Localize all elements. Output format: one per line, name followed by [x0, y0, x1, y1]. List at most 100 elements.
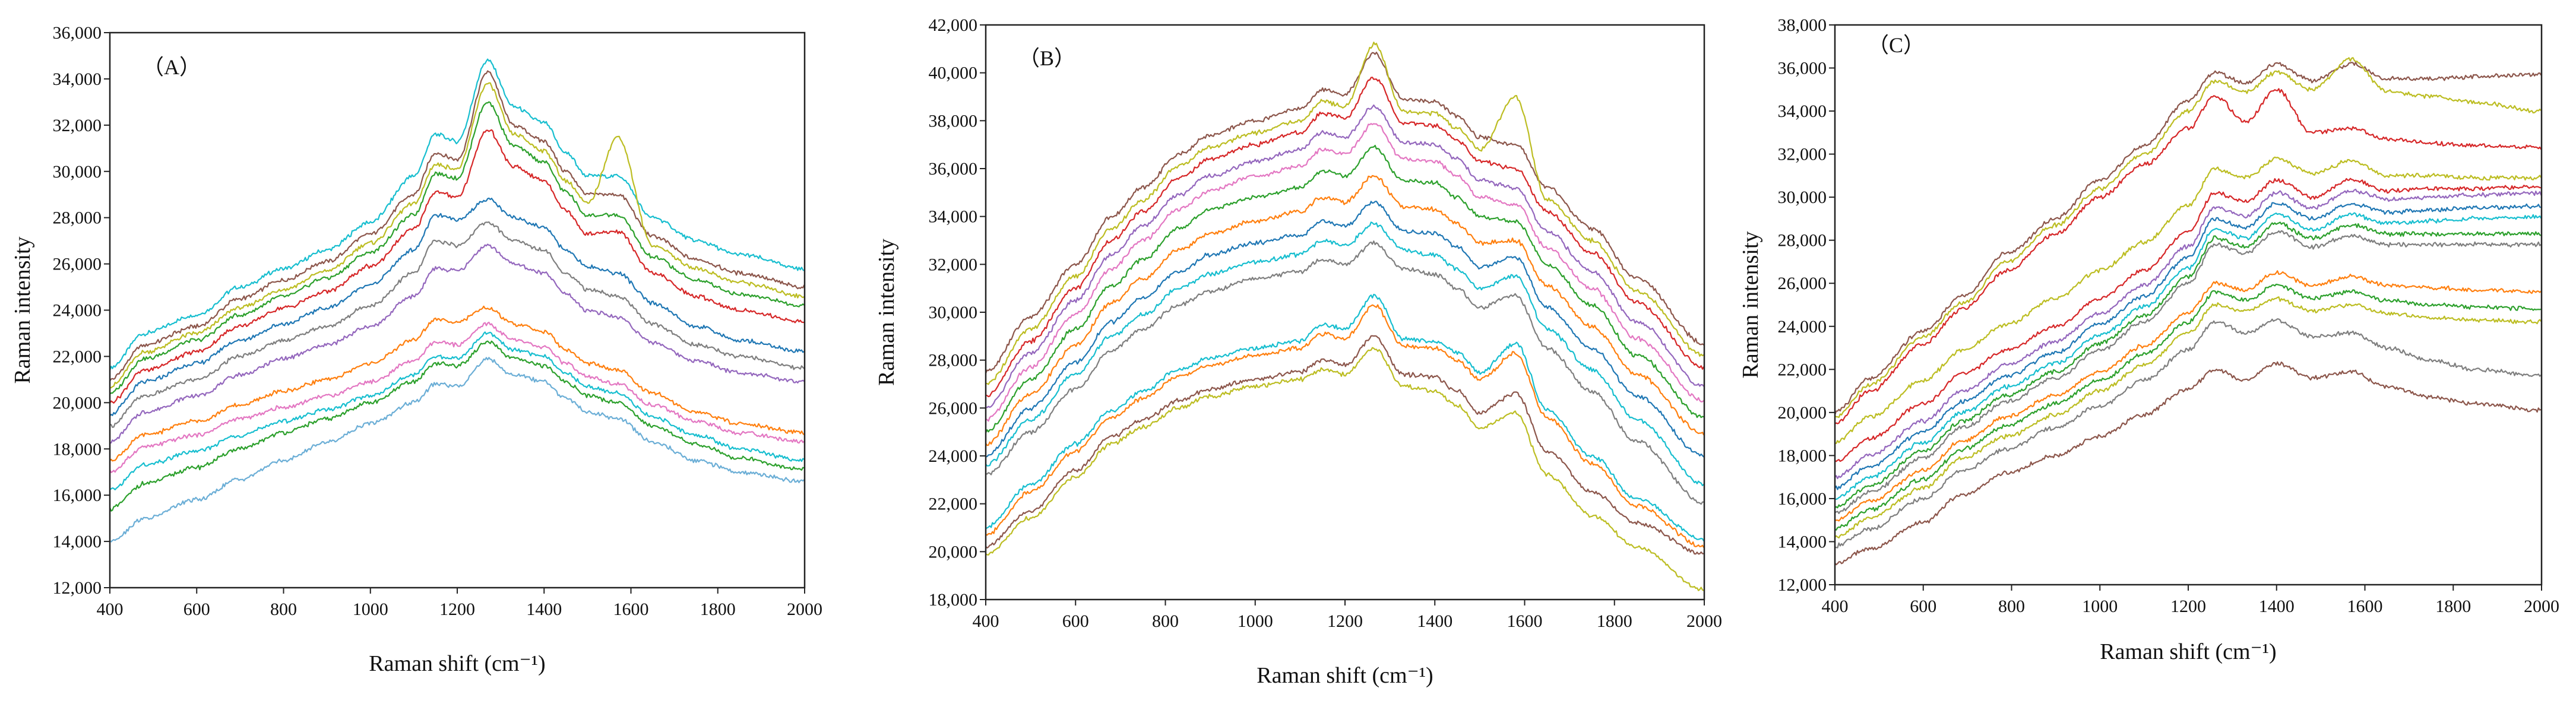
y-tick-label: 14,000 — [1778, 532, 1827, 551]
y-tick-label: 20,000 — [929, 542, 978, 562]
y-tick-label: 16,000 — [1778, 489, 1827, 509]
series-line-6 — [986, 145, 1704, 433]
y-tick-label: 14,000 — [53, 532, 102, 551]
series-line-1 — [110, 58, 805, 371]
series-line-11 — [110, 331, 805, 490]
series-line-12 — [110, 340, 805, 512]
x-tick-label: 1800 — [2435, 597, 2471, 616]
x-tick-label: 1400 — [2259, 597, 2295, 616]
series-line-10 — [1835, 230, 2542, 514]
series-line-12 — [1835, 283, 2542, 531]
x-tick-label: 1400 — [1417, 611, 1452, 631]
x-tick-label: 400 — [97, 600, 124, 619]
x-tick-label: 800 — [1998, 597, 2025, 616]
series-line-7 — [1835, 202, 2542, 490]
x-axis-title: Raman shift (cm⁻¹) — [1257, 663, 1433, 688]
x-tick-label: 1800 — [1597, 611, 1632, 631]
x-tick-label: 1800 — [700, 600, 736, 619]
series-line-10 — [110, 321, 805, 473]
series-group — [986, 42, 1704, 591]
x-tick-label: 2000 — [2524, 597, 2559, 616]
series-line-9 — [110, 305, 805, 462]
series-line-8 — [110, 243, 805, 444]
series-line-10 — [986, 240, 1704, 505]
x-axis-title: Raman shift (cm⁻¹) — [369, 651, 545, 676]
y-tick-label: 24,000 — [1778, 317, 1827, 337]
y-tick-label: 18,000 — [53, 439, 102, 459]
y-tick-label: 42,000 — [929, 15, 978, 35]
y-tick-label: 32,000 — [929, 255, 978, 274]
y-tick-label: 26,000 — [929, 398, 978, 418]
series-group — [110, 58, 805, 543]
series-line-9 — [986, 221, 1704, 486]
x-tick-label: 600 — [183, 600, 210, 619]
y-tick-label: 20,000 — [1778, 403, 1827, 423]
series-line-2 — [110, 70, 805, 382]
x-tick-label: 400 — [973, 611, 999, 631]
y-tick-label: 28,000 — [1778, 231, 1827, 251]
x-tick-label: 600 — [1910, 597, 1936, 616]
series-line-9 — [1835, 221, 2542, 509]
y-axis-title: Raman intensity — [874, 239, 899, 386]
series-line-5 — [986, 123, 1704, 422]
plot-frame — [985, 24, 1705, 601]
y-tick-label: 26,000 — [53, 255, 102, 274]
y-tick-label: 22,000 — [929, 494, 978, 514]
y-tick-label: 34,000 — [53, 69, 102, 89]
y-tick-label: 36,000 — [929, 159, 978, 179]
x-tick-label: 1400 — [526, 600, 562, 619]
y-tick-label: 32,000 — [1778, 145, 1827, 164]
x-tick-label: 1000 — [1238, 611, 1273, 631]
y-axis-title: Raman intensity — [1738, 231, 1763, 378]
y-axis-title: Raman intensity — [10, 236, 35, 383]
x-tick-label: 1200 — [439, 600, 475, 619]
series-line-14 — [986, 347, 1704, 591]
y-tick-label: 36,000 — [53, 23, 102, 43]
x-tick-label: 1200 — [2170, 597, 2206, 616]
y-tick-label: 24,000 — [929, 446, 978, 466]
y-tick-label: 38,000 — [1778, 15, 1827, 35]
y-tick-label: 38,000 — [929, 111, 978, 131]
y-tick-label: 20,000 — [53, 393, 102, 413]
series-line-2 — [1835, 57, 2542, 419]
series-line-12 — [986, 304, 1704, 548]
series-line-5 — [110, 129, 805, 404]
chart-panel-2: 400 600 800 1000 1200 1400 1600 1800 2000 18,000 2… — [874, 15, 1722, 688]
series-line-7 — [110, 221, 805, 428]
series-line-3 — [1835, 88, 2542, 424]
series-line-13 — [986, 335, 1704, 555]
series-line-13 — [1835, 296, 2542, 539]
series-line-11 — [1835, 270, 2542, 522]
series-line-8 — [1835, 212, 2542, 500]
y-tick-label: 12,000 — [53, 578, 102, 598]
plot-frame — [109, 31, 806, 589]
x-tick-label: 1600 — [613, 600, 649, 619]
series-line-4 — [986, 104, 1704, 408]
y-tick-label: 30,000 — [1778, 188, 1827, 207]
y-tick-label: 26,000 — [1778, 274, 1827, 293]
series-line-6 — [110, 197, 805, 417]
y-tick-label: 34,000 — [1778, 102, 1827, 121]
chart-panel-1: 400 600 800 1000 1200 1400 1600 1800 2000 12,000 1… — [10, 23, 822, 676]
y-tick-label: 36,000 — [1778, 59, 1827, 78]
series-line-13 — [110, 357, 805, 543]
series-line-4 — [1835, 156, 2542, 444]
series-line-6 — [1835, 188, 2542, 480]
series-line-3 — [110, 82, 805, 389]
y-tick-label: 32,000 — [53, 116, 102, 135]
series-group — [1835, 57, 2542, 566]
x-tick-label: 2000 — [787, 600, 822, 619]
y-tick-label: 24,000 — [53, 301, 102, 321]
y-tick-label: 30,000 — [929, 303, 978, 322]
x-tick-label: 800 — [270, 600, 297, 619]
series-line-7 — [986, 175, 1704, 446]
series-line-3 — [986, 77, 1704, 398]
series-line-1 — [986, 52, 1704, 374]
y-tick-label: 18,000 — [929, 590, 978, 610]
series-line-2 — [986, 42, 1704, 385]
x-tick-label: 1600 — [1507, 611, 1543, 631]
x-axis-title: Raman shift (cm⁻¹) — [2100, 639, 2276, 664]
series-line-5 — [1835, 177, 2542, 462]
x-tick-label: 2000 — [1686, 611, 1722, 631]
